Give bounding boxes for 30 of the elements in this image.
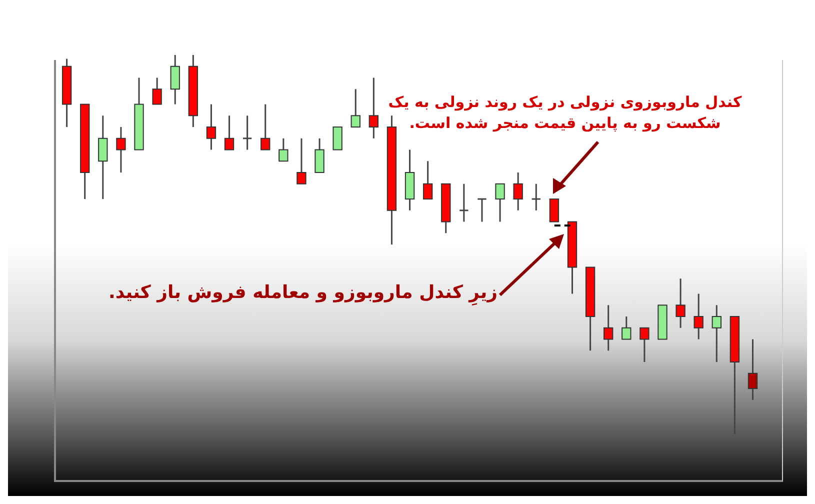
candlestick [206, 104, 216, 150]
candlestick [531, 183, 542, 212]
candlestick [476, 198, 488, 223]
candlestick [278, 138, 288, 162]
candlestick [422, 160, 433, 200]
candlestick [640, 327, 650, 363]
candlestick [332, 126, 342, 150]
candlestick [152, 76, 162, 106]
candlestick [116, 126, 126, 174]
candlestick [350, 88, 360, 128]
candlestick [296, 138, 306, 185]
candlestick [748, 338, 758, 401]
candlestick [224, 114, 234, 150]
candlestick [495, 183, 505, 223]
candlestick [260, 104, 270, 150]
candlestick [549, 198, 560, 222]
candlestick [458, 183, 470, 223]
candlestick [712, 304, 722, 363]
annotation: کندل ماروبوزوی نزولی در یک روند نزولی به یک شکست رو به پایین قیمت منجر شده است. [387, 92, 743, 134]
candlestick [242, 114, 252, 150]
candlestick [513, 172, 523, 212]
candlestick [98, 114, 108, 200]
annotation: زیرِ کندل ماروبوزو و معامله فروش باز کنید. [108, 282, 498, 303]
candlestick [676, 278, 686, 329]
candlestick [314, 138, 324, 174]
candlestick [604, 304, 614, 352]
candlestick [170, 55, 180, 106]
candlestick [368, 76, 379, 140]
candlestick [694, 293, 704, 340]
candlestick [622, 316, 632, 340]
